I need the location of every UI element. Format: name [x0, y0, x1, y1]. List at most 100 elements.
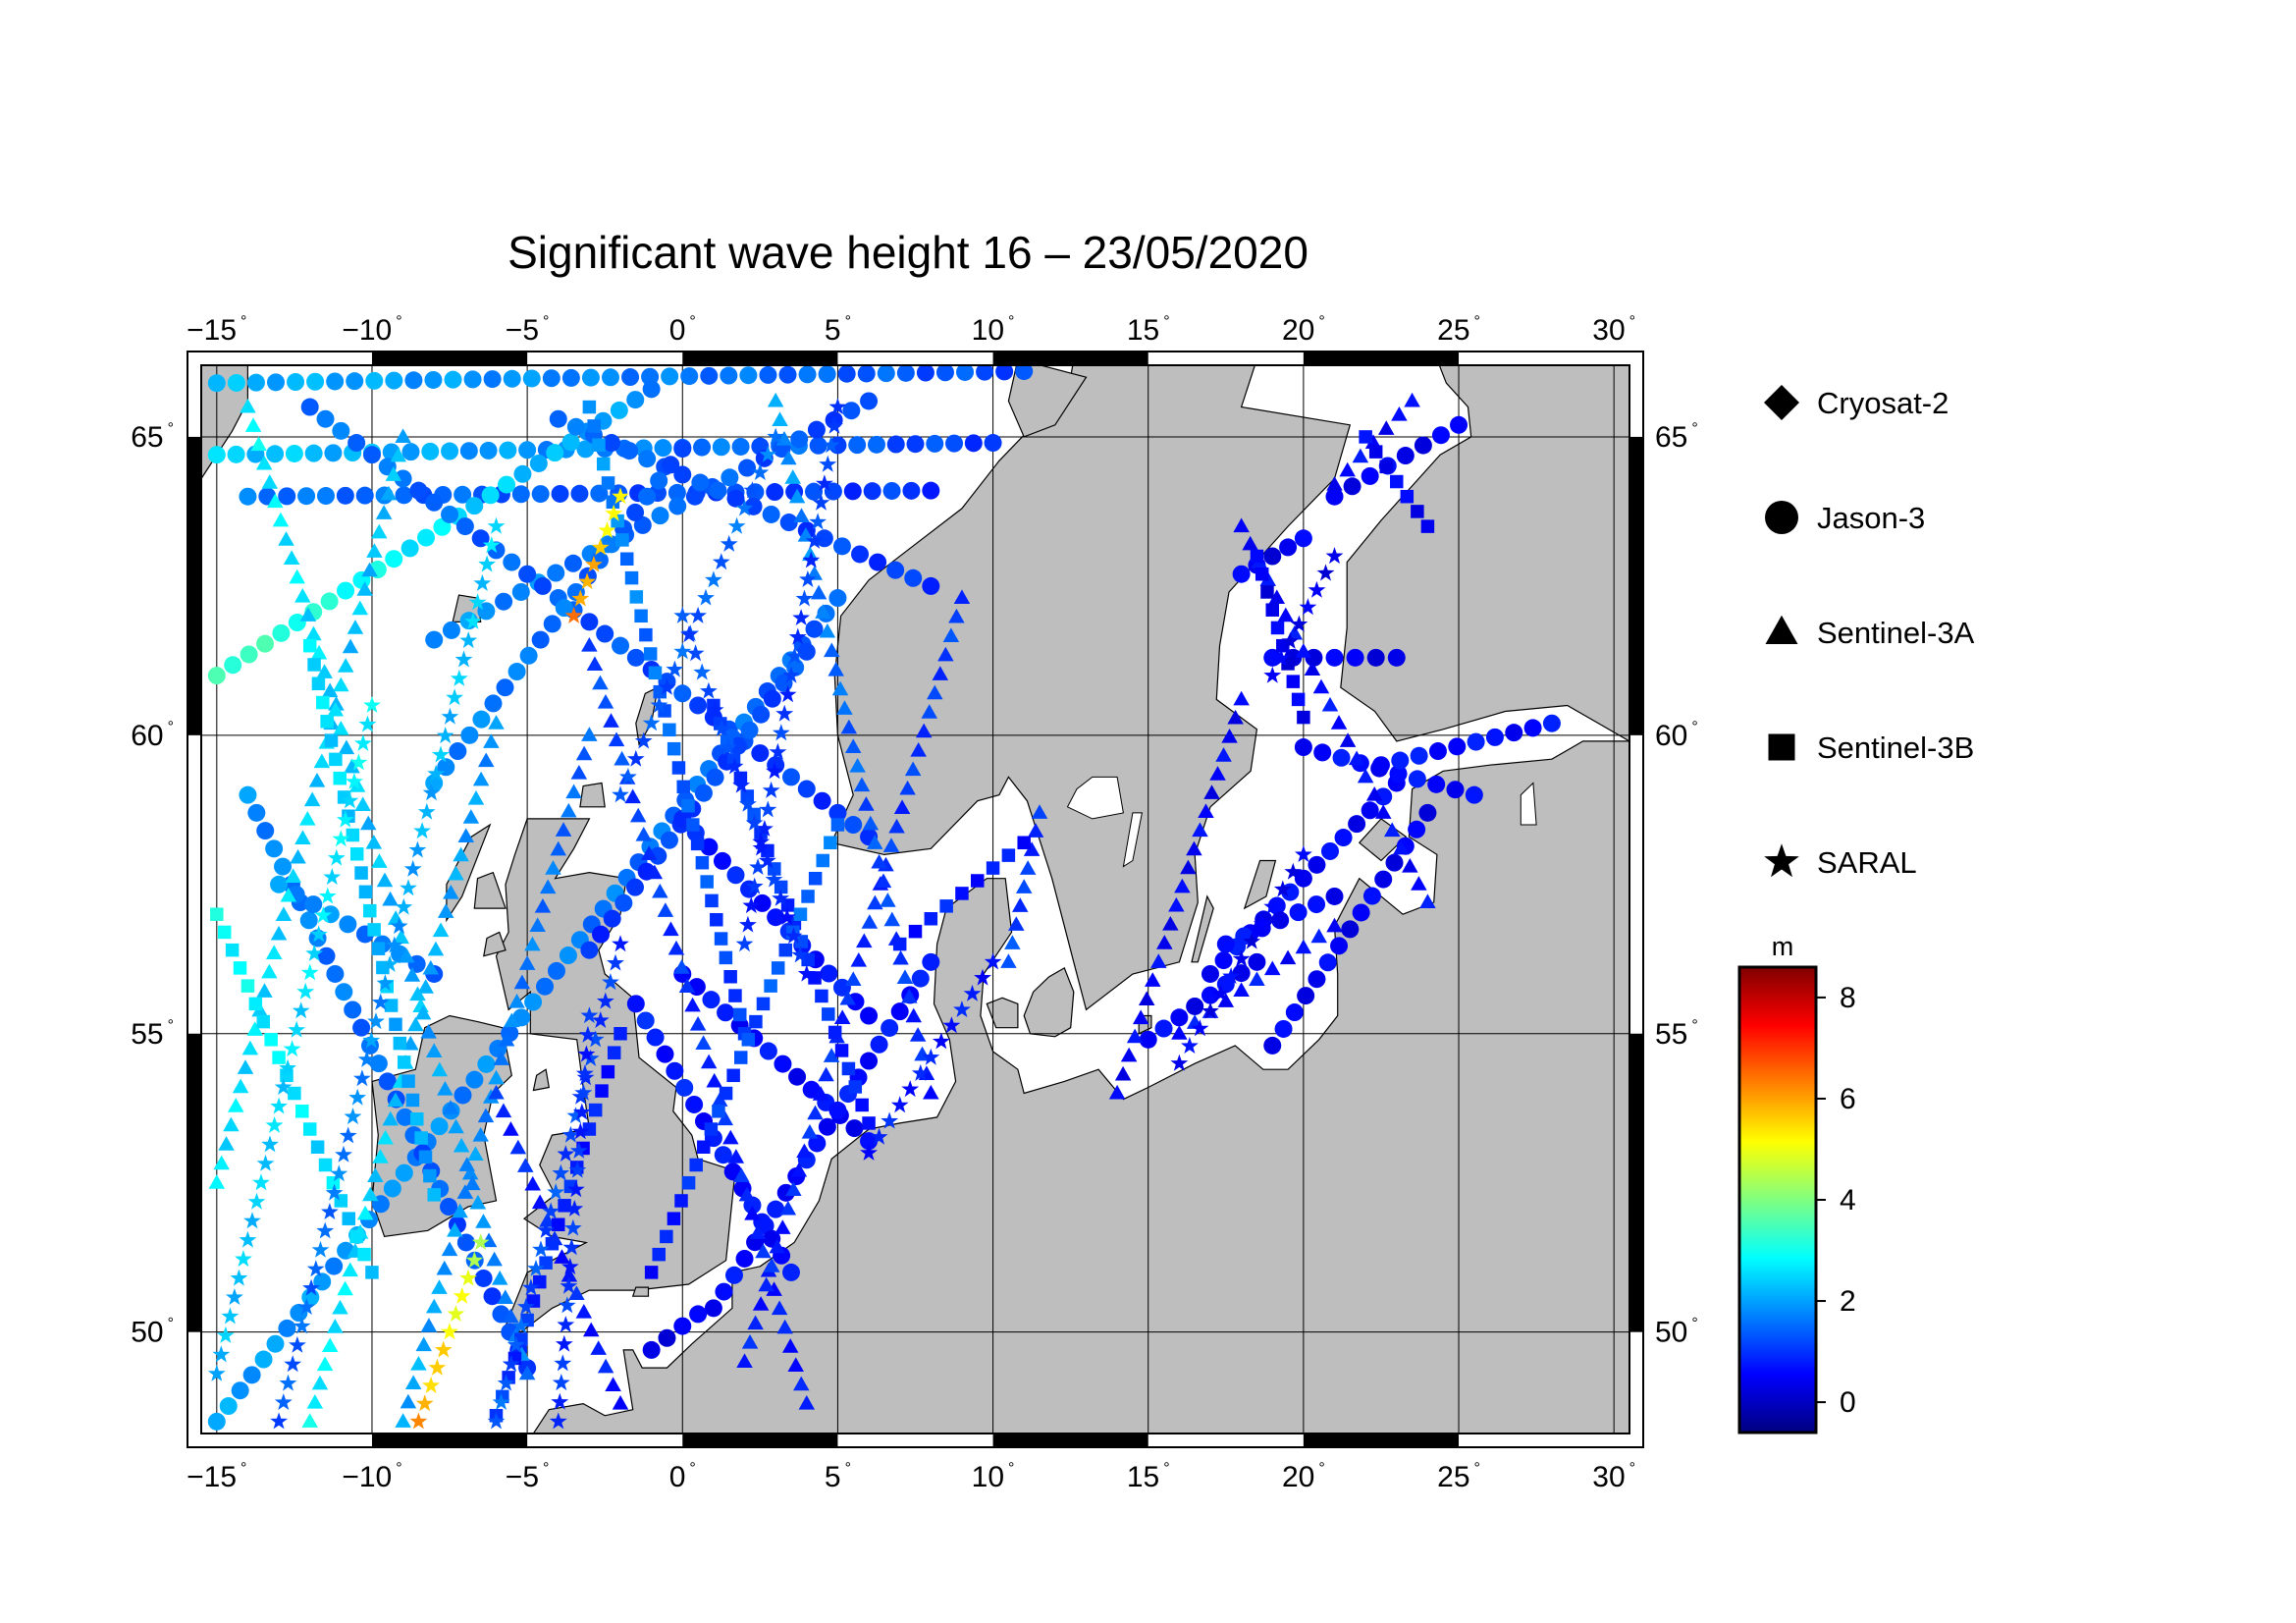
observation-sentinel-3a	[377, 1129, 394, 1145]
observation-saral	[390, 917, 408, 935]
observation-jason-3	[685, 487, 704, 506]
observation-sentinel-3b	[939, 899, 953, 913]
observation-saral	[314, 906, 333, 923]
land-funen	[986, 997, 1019, 1029]
observation-jason-3	[779, 514, 798, 532]
observation-sentinel-3a	[1015, 879, 1033, 893]
observation-jason-3	[326, 372, 345, 391]
observation-sentinel-3a	[1352, 448, 1369, 463]
observation-sentinel-3a	[311, 1375, 329, 1390]
observation-saral	[336, 810, 354, 828]
frame-segment-left	[187, 436, 201, 735]
observation-saral	[441, 1323, 458, 1340]
observation-jason-3	[860, 1132, 879, 1151]
observation-saral	[325, 1183, 344, 1201]
observation-saral	[335, 1145, 352, 1163]
observation-sentinel-3b	[1390, 474, 1404, 489]
observation-jason-3	[601, 368, 619, 387]
observation-jason-3	[231, 1381, 249, 1400]
lat-tick-label-right: 60 °	[1655, 719, 1698, 752]
observation-jason-3	[1387, 648, 1406, 667]
observation-jason-3	[240, 645, 258, 664]
observation-sentinel-3b	[233, 961, 247, 975]
observation-jason-3	[860, 392, 879, 410]
observation-sentinel-3b	[681, 1175, 696, 1190]
colorbar-tick-label: 4	[1840, 1184, 1856, 1217]
lon-tick-label-bottom: −15 °	[187, 1460, 246, 1493]
observation-jason-3	[813, 791, 831, 810]
observation-sentinel-3a	[752, 1296, 770, 1311]
observation-saral	[575, 1064, 594, 1082]
observation-sentinel-3a	[1019, 860, 1037, 875]
observation-jason-3	[362, 446, 381, 464]
observation-saral	[560, 1276, 578, 1294]
observation-sentinel-3a	[362, 1186, 379, 1202]
frame-outer	[187, 351, 1644, 1448]
observation-saral	[428, 1358, 447, 1376]
observation-saral	[432, 745, 450, 763]
observation-jason-3	[1343, 477, 1362, 496]
observation-saral	[782, 666, 800, 683]
observation-sentinel-3a	[909, 1027, 927, 1042]
observation-jason-3	[336, 486, 354, 505]
land-gotland	[1243, 859, 1277, 910]
observation-saral	[911, 1063, 930, 1081]
observation-jason-3	[1389, 765, 1408, 784]
observation-saral	[487, 1412, 506, 1430]
observation-saral	[1201, 1001, 1219, 1019]
observation-saral	[367, 1012, 385, 1030]
observation-saral	[354, 734, 372, 751]
observation-sentinel-3a	[781, 1338, 799, 1353]
observation-jason-3	[713, 851, 731, 870]
observation-sentinel-3a	[387, 1092, 404, 1108]
observation-sentinel-3a	[491, 1271, 508, 1285]
observation-sentinel-3b	[311, 676, 326, 690]
observation-saral	[762, 781, 780, 798]
observation-sentinel-3a	[763, 1258, 780, 1272]
observation-jason-3	[824, 482, 842, 501]
observation-saral	[706, 700, 724, 718]
observation-jason-3	[518, 565, 537, 583]
observation-sentinel-3b	[747, 807, 761, 822]
observation-saral	[1308, 580, 1326, 598]
observation-saral	[591, 538, 610, 556]
observation-sentinel-3b	[629, 590, 644, 604]
observation-sentinel-3a	[240, 398, 256, 413]
observation-sentinel-3b	[346, 828, 360, 842]
observation-sentinel-3b	[595, 1084, 609, 1098]
observation-sentinel-3a	[915, 723, 933, 738]
observation-sentinel-3b	[363, 903, 377, 918]
observation-sentinel-3b	[681, 798, 695, 813]
observation-saral	[612, 785, 629, 803]
observation-jason-3	[576, 440, 595, 459]
observation-sentinel-3b	[1260, 585, 1274, 599]
observation-jason-3	[325, 1257, 344, 1275]
observation-sentinel-3a	[1295, 939, 1312, 954]
observation-sentinel-3b	[815, 989, 828, 1003]
observation-jason-3	[543, 615, 561, 633]
observation-sentinel-3a	[831, 680, 849, 696]
observation-sentinel-3b	[778, 943, 793, 957]
observation-saral	[816, 474, 833, 492]
observation-sentinel-3a	[472, 1126, 489, 1142]
observation-saral	[772, 889, 790, 906]
observation-sentinel-3a	[624, 788, 641, 804]
observation-sentinel-3b	[714, 932, 728, 946]
observation-sentinel-3a	[321, 1337, 339, 1352]
observation-sentinel-3a	[1348, 750, 1365, 766]
observation-jason-3	[788, 1067, 807, 1086]
observation-saral	[464, 612, 482, 629]
observation-sentinel-3a	[356, 1205, 374, 1220]
observation-sentinel-3a	[294, 830, 311, 845]
observation-saral	[305, 944, 324, 961]
observation-jason-3	[842, 402, 861, 420]
observation-sentinel-3a	[347, 620, 364, 634]
observation-saral	[502, 1355, 520, 1373]
observation-jason-3	[207, 1412, 226, 1431]
observation-saral	[1272, 649, 1291, 667]
observation-sentinel-3a	[218, 1136, 235, 1151]
observation-saral	[441, 707, 459, 725]
observation-saral	[673, 606, 692, 623]
observation-saral	[292, 1001, 310, 1019]
lake-vattern	[1122, 812, 1144, 868]
